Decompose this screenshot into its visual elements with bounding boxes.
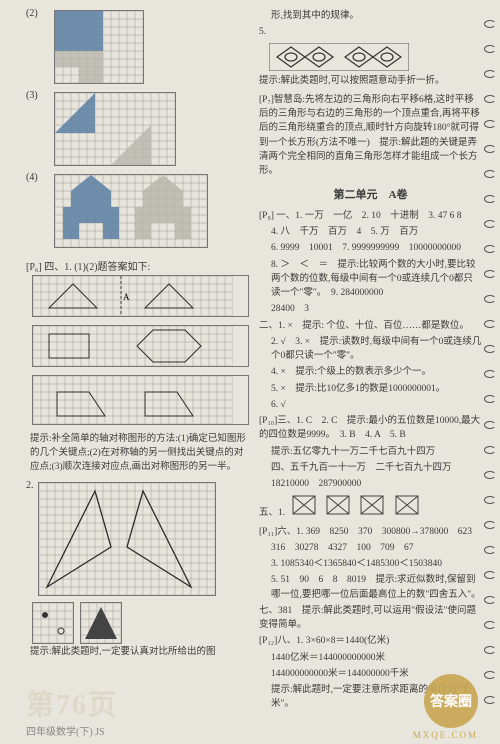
p9-2-5: 5. × 提示:比10亿多1的数是1000000001。: [259, 382, 482, 396]
grid-ans-3: [32, 375, 249, 425]
item-2b: 2.: [26, 480, 249, 602]
grid-small-b-svg: [81, 603, 121, 643]
watermark-text: 答案圈: [430, 691, 472, 711]
item-2: (2): [26, 8, 249, 90]
item-4: (4): [26, 172, 249, 254]
spiral-binding: [484, 20, 498, 704]
p9-2-6: 6. √: [259, 398, 482, 412]
grid-4-svg: [55, 175, 207, 247]
p11-7: 七、381 提示:解此类题时,可以运用"假设法"使问题变得简单。: [259, 604, 482, 633]
p12-8b: 1440亿米＝144000000000米: [259, 651, 482, 665]
diamond-pattern: [269, 43, 482, 71]
item-2b-label: 2.: [26, 480, 34, 491]
item-4-label: (4): [26, 172, 38, 183]
strike-4: [395, 495, 419, 520]
grid-ans-2: [32, 325, 249, 367]
p11-6d: 5. 51 90 6 8 8019 提示:求近似数时,保留到哪一位,要把哪一位后…: [259, 573, 482, 602]
item-3-label: (3): [26, 90, 38, 101]
watermark-sub: MXQE.COM: [413, 730, 478, 740]
item-3: (3): [26, 90, 249, 172]
grid-ans-1: A: [32, 275, 249, 317]
grid-ans-2-svg: [33, 326, 233, 366]
small-grids-row: [32, 602, 249, 644]
p11-6: [P₁₁]六、1. 369 8250 370 300800→378000 623: [259, 525, 482, 539]
grid-2: [54, 10, 144, 84]
strike-3: [360, 495, 384, 520]
item-5-label: 5.: [259, 25, 482, 39]
grid-2b-svg: [39, 483, 215, 595]
zhihui-block: [P₇]智慧岛:先将左边的三角形向右平移6格,这时平移后的三角形与右边的三角形的…: [259, 93, 482, 179]
grid-small-a: [32, 602, 74, 644]
page-word-left: 第: [26, 690, 56, 721]
grid-ans-1-svg: A: [33, 276, 233, 316]
p9-2: 二、1. × 提示: 个位、十位、百位……都是数位。: [259, 319, 482, 333]
p12-8: [P₁₂]八、1. 3×60×8＝1440(亿米): [259, 634, 482, 648]
page-footer: 第76页 四年级数学(下) JS: [26, 683, 118, 738]
p9-2-2: 2. √ 3. × 提示:读数时,每级中间有一个0或连续几个0都只读一个"零"。: [259, 335, 482, 364]
grid-small-a-svg: [33, 603, 73, 643]
strike-2: [326, 495, 350, 520]
p9-1: [P₉] 一、1. 一万 一亿 2. 10 十进制 3. 47 6 8: [259, 209, 482, 223]
p10-3: [P₁₀]三、1. C 2. C 提示:最小的五位数是10000,最大的四位数是…: [259, 414, 482, 443]
p9-1-8: 8. ＞ ＜ ＝ 提示:比较两个数的大小时,要比较两个数的位数,每级中间有一个0…: [259, 258, 482, 301]
unit-2-title: 第二单元 A卷: [259, 187, 482, 204]
grid-4: [54, 174, 208, 248]
grid-3: [54, 92, 176, 166]
hint-5: 提示:解此类题时,可以按照题意动手折一折。: [259, 74, 482, 88]
page-word-right: 页: [88, 690, 118, 721]
grid-2-svg: [55, 11, 143, 83]
grid-3-svg: [55, 93, 175, 165]
grid-ans-3-svg: [33, 376, 233, 424]
strike-1: [292, 495, 316, 520]
grid-2b: [38, 482, 216, 596]
item-2-label: (2): [26, 8, 38, 19]
p10-3b: 提示:五亿零九十一万二千七百九十四万: [259, 445, 482, 459]
grade-label: 四年级数学(下) JS: [26, 727, 105, 738]
p11-6b: 316 30278 4327 100 709 67: [259, 541, 482, 555]
top-continuation: 形,找到其中的规律。: [259, 9, 482, 23]
p9-1-6: 6. 9999 10001 7. 9999999999 10000000000: [259, 241, 482, 255]
p10-5-label: 五、1.: [259, 508, 285, 518]
svg-text:A: A: [123, 292, 130, 302]
grid-small-b: [80, 602, 122, 644]
watermark-badge: 答案圈: [424, 674, 478, 728]
p11-6c: 3. 1085340＜1365840＜1485300＜1503840: [259, 557, 482, 571]
right-column: 形,找到其中的规律。 5. 提示:解此类题时,可以按照题意动手折一折。 [P₇]…: [259, 8, 482, 713]
diamond-svg: [269, 43, 409, 71]
left-column: (2) (3) (4) [P₆] 四、1. (1)(2)题答案如下: A: [26, 8, 249, 713]
p10-4b: 18210000 287900000: [259, 477, 482, 491]
section-4-heading: [P₆] 四、1. (1)(2)题答案如下:: [26, 258, 249, 273]
p9-2-4: 4. × 提示:个级上的数表示多少个一。: [259, 365, 482, 379]
hint-axis: 提示:补全简单的轴对称图形的方法:(1)确定已知图形的几个关键点;(2)在对称轴…: [30, 433, 249, 474]
p9-1-4: 4. 八 千万 百万 4 5. 万 百万: [259, 225, 482, 239]
p10-4: 四、五千九百一十一万 二千七百九十四万: [259, 461, 482, 475]
p10-5-row: 五、1.: [259, 493, 482, 522]
hint-bottom: 提示:解此类题时,一定要认真对比所给出的图: [30, 646, 249, 660]
p9-1-8c: 28400 3: [259, 302, 482, 316]
